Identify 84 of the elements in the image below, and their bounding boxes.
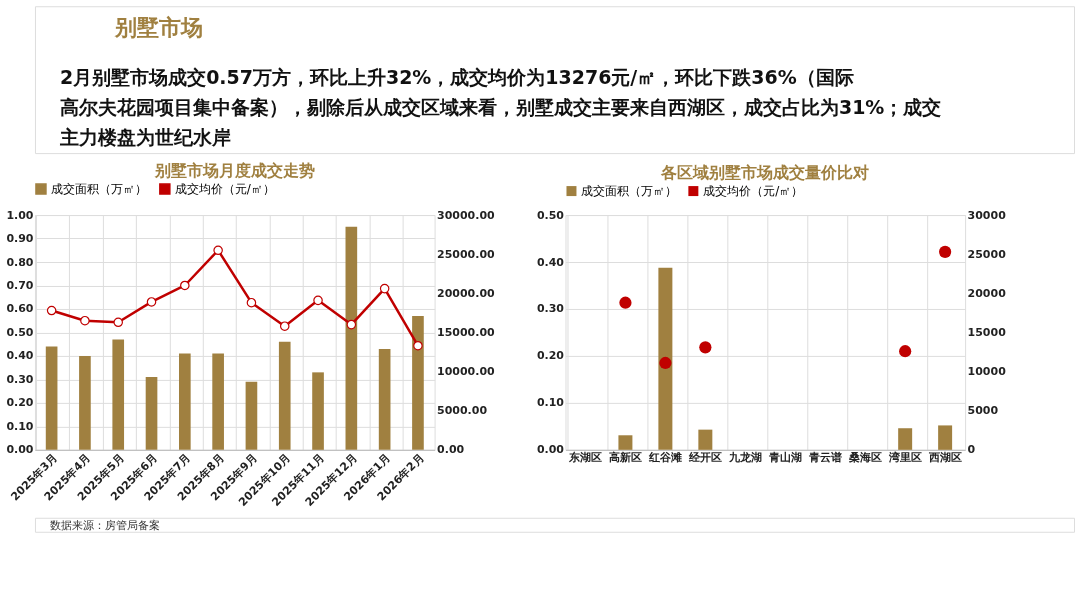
y2-tick-label: 10000 <box>967 365 1007 379</box>
x-tick-label: 西湖区 <box>927 451 962 465</box>
y-tick-label: 0.80 <box>6 255 34 269</box>
x-tick-label: 青山湖 <box>767 451 802 465</box>
y2-tick-label: 25000 <box>967 247 1007 261</box>
y2-tick-label: 5000.00 <box>437 404 488 418</box>
point <box>80 315 90 326</box>
point <box>146 297 157 307</box>
point <box>413 340 423 351</box>
y2-tick-label: 5000 <box>967 404 999 418</box>
bar <box>45 346 58 450</box>
bar <box>312 372 324 450</box>
bar <box>378 348 391 450</box>
legend-label: 成交均价（元/㎡） <box>174 182 275 197</box>
bar <box>112 339 125 450</box>
bar <box>179 353 191 450</box>
point <box>46 305 57 316</box>
y-tick-label: 0.20 <box>536 349 565 363</box>
bar <box>345 226 358 450</box>
point <box>619 296 632 309</box>
y2-tick-label: 30000 <box>967 208 1007 222</box>
point <box>246 297 257 308</box>
y-tick-label: 0.40 <box>6 349 34 363</box>
bar <box>278 341 291 450</box>
legend-label: 成交均价（元/㎡） <box>703 184 804 199</box>
y-tick-label: 0.00 <box>6 443 34 457</box>
point <box>313 295 323 306</box>
point <box>699 341 712 354</box>
legend-label: 成交面积（万㎡） <box>581 184 678 199</box>
chart-title: 别墅市场月度成交走势 <box>153 161 315 181</box>
y2-tick-label: 20000 <box>967 286 1007 300</box>
text: 2月别墅市场成交0.57万方，环比上升32%，成交均价为13276元/㎡，环比下跌36%（国际高尔夫花园项目集中备案），剔除后从成交区域来看，别墅成交主要来自西湖区，成交占比为31%；成交主力楼盘为世纪水岸 <box>58 66 942 149</box>
y-tick-label: 0.90 <box>6 232 34 246</box>
y-tick-label: 0.40 <box>536 255 565 269</box>
x-tick-label: 高新区 <box>608 451 642 465</box>
y-tick-label: 0.60 <box>6 302 34 316</box>
y-tick-label: 0.50 <box>536 208 565 222</box>
y-tick-label: 0.10 <box>6 419 34 433</box>
y-tick-label: 1.00 <box>6 208 34 222</box>
x-tick-label: 青云谱 <box>807 451 842 465</box>
bar <box>412 316 424 450</box>
x-tick-label: 九龙湖 <box>727 451 762 465</box>
y2-tick-label: 0.00 <box>437 443 465 457</box>
point <box>213 245 223 256</box>
y2-tick-label: 25000.00 <box>437 247 496 261</box>
bar <box>145 377 158 450</box>
point <box>379 283 390 294</box>
point <box>180 280 190 291</box>
y-tick-label: 0.30 <box>536 302 565 316</box>
y2-tick-label: 15000 <box>967 325 1007 339</box>
y2-tick-label: 10000.00 <box>437 365 496 379</box>
y2-tick-label: 15000.00 <box>437 325 496 339</box>
point <box>279 321 290 331</box>
bar <box>618 435 633 450</box>
y2-tick-label: 30000.00 <box>437 208 496 222</box>
y-tick-label: 0.50 <box>6 325 34 339</box>
text: 别墅市场 <box>113 15 203 41</box>
x-tick-label: 经开区 <box>687 451 722 465</box>
bar <box>79 355 91 450</box>
point <box>346 319 357 330</box>
bar <box>938 425 953 450</box>
point <box>939 245 952 258</box>
y-tick-label: 0.30 <box>6 372 34 386</box>
y2-tick-label: 0 <box>967 443 976 457</box>
y-tick-label: 0.20 <box>6 396 34 410</box>
point <box>899 345 912 358</box>
y2-tick-label: 20000.00 <box>437 286 496 300</box>
bar <box>698 429 713 450</box>
bar <box>245 381 258 450</box>
bar <box>212 353 224 450</box>
source-note: 数据来源：房管局备案 <box>49 518 160 532</box>
bar <box>898 428 913 450</box>
point <box>659 356 672 370</box>
legend-label: 成交面积（万㎡） <box>50 182 147 197</box>
x-tick-label: 红谷滩 <box>647 451 682 465</box>
point <box>113 317 123 328</box>
y-tick-label: 0.10 <box>536 396 565 410</box>
bar <box>658 267 673 450</box>
y-tick-label: 0.70 <box>6 278 34 292</box>
x-tick-label: 桑海区 <box>847 451 882 465</box>
x-tick-label: 湾里区 <box>887 451 922 465</box>
chart-title: 各区域别墅市场成交量价比对 <box>660 163 870 183</box>
y-tick-label: 0.00 <box>536 443 565 457</box>
x-tick-label: 东湖区 <box>567 451 602 465</box>
